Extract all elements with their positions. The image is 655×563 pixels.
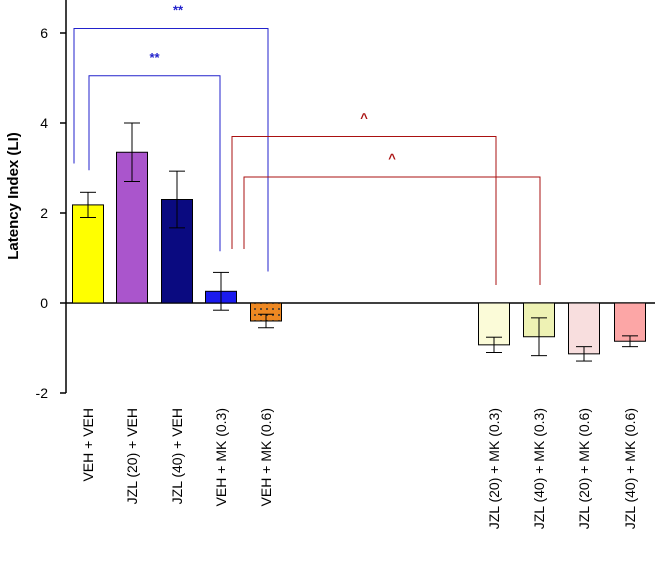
bar: [614, 302, 646, 342]
bar: [568, 302, 600, 355]
category-label: JZL (20) + MK (0.6): [576, 408, 592, 529]
category-label: JZL (20) + MK (0.3): [486, 408, 502, 529]
bar: [72, 204, 104, 304]
bars-group: [72, 122, 646, 362]
significance-label: **: [149, 50, 160, 65]
category-label: VEH + MK (0.3): [213, 408, 229, 506]
significance-bracket: [243, 176, 541, 285]
category-labels: VEH + VEH JZL (20) + VEH JZL (40) + VEH VEH…: [80, 408, 638, 529]
category-label: JZL (20) + VEH: [124, 408, 140, 504]
y-tick-label: 6: [40, 25, 48, 41]
category-label: JZL (40) + VEH: [169, 408, 185, 504]
significance-bracket: [231, 136, 497, 285]
category-label: JZL (40) + MK (0.6): [622, 408, 638, 529]
category-label: VEH + MK (0.6): [258, 408, 274, 506]
significance-bracket: [73, 28, 269, 272]
category-label: VEH + VEH: [80, 408, 96, 482]
y-axis-label: Latency Index (LI): [5, 132, 22, 260]
y-tick-label: 0: [40, 295, 48, 311]
significance-bracket: [88, 75, 221, 252]
y-tick-label: 2: [40, 205, 48, 221]
category-label: JZL (40) + MK (0.3): [531, 408, 547, 529]
y-tick-label: 4: [40, 115, 48, 131]
significance-group: ** ** ^ ^: [73, 3, 541, 285]
significance-label: ^: [388, 151, 396, 166]
significance-label: **: [173, 3, 184, 18]
y-tick-label: -2: [36, 385, 49, 401]
bar: [116, 151, 148, 304]
significance-label: ^: [360, 111, 368, 126]
